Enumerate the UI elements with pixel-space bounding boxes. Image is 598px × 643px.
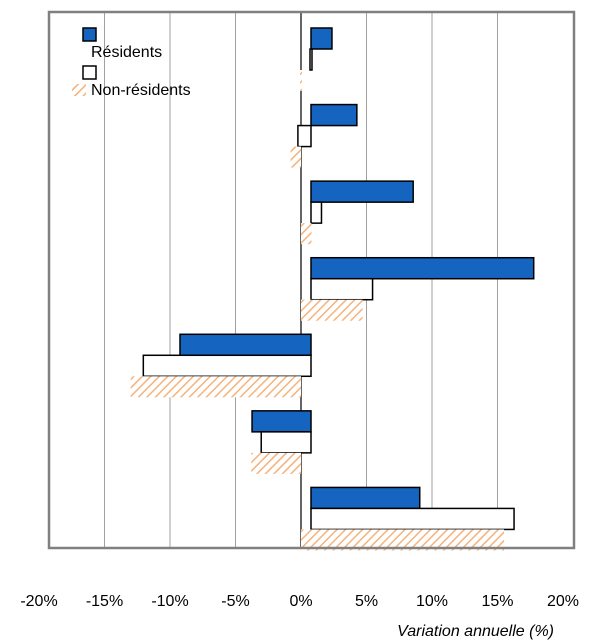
- x-tick-label: -20%: [20, 593, 57, 610]
- legend-swatch-non-residents: [72, 84, 86, 96]
- x-tick-label: -15%: [86, 593, 123, 610]
- x-tick-label: 5%: [355, 593, 378, 610]
- bar-residents: [310, 486, 421, 510]
- bar-residents: [310, 103, 358, 127]
- bar-outline: [260, 431, 312, 454]
- bar-non-residents: [301, 223, 312, 245]
- legend-label-non-residents: Non-résidents: [91, 82, 191, 99]
- x-tick-label: 15%: [481, 593, 513, 610]
- x-tick-label: -10%: [151, 593, 188, 610]
- bar-residents: [310, 180, 414, 203]
- bar-residents: [310, 256, 535, 280]
- x-axis-label: Variation annuelle (%): [397, 623, 554, 640]
- bar-non-residents: [130, 376, 301, 398]
- bar-residents: [310, 27, 333, 50]
- bars: [130, 27, 535, 551]
- legend-swatch-non-residents-outline: [82, 65, 97, 80]
- x-tick-label: 0%: [289, 593, 312, 610]
- bar-outline: [310, 201, 323, 224]
- bar-outline: [310, 507, 515, 531]
- legend: Résidents Non-résidents: [72, 27, 191, 99]
- x-tick-label: -5%: [221, 593, 249, 610]
- bar-non-residents: [251, 452, 301, 474]
- bar-outline: [297, 124, 312, 148]
- bar-residents: [251, 410, 312, 433]
- x-tick-label: 20%: [547, 593, 579, 610]
- bar-outline: [142, 354, 312, 378]
- bar-non-residents: [300, 70, 302, 91]
- bar-non-residents: [290, 146, 301, 168]
- bar-residents: [179, 333, 312, 357]
- x-tick-label: 10%: [416, 593, 448, 610]
- x-axis-ticks: -20% -15% -10% -5% 0% 5% 10% 15% 20%: [20, 593, 579, 610]
- bar-non-residents: [301, 529, 505, 551]
- bar-outline: [310, 277, 374, 301]
- bar-outline: [309, 48, 313, 71]
- plot-frame: [47, 10, 576, 550]
- legend-swatch-residents: [82, 27, 97, 42]
- legend-label-residents: Résidents: [91, 44, 162, 61]
- bar-non-residents: [301, 299, 363, 321]
